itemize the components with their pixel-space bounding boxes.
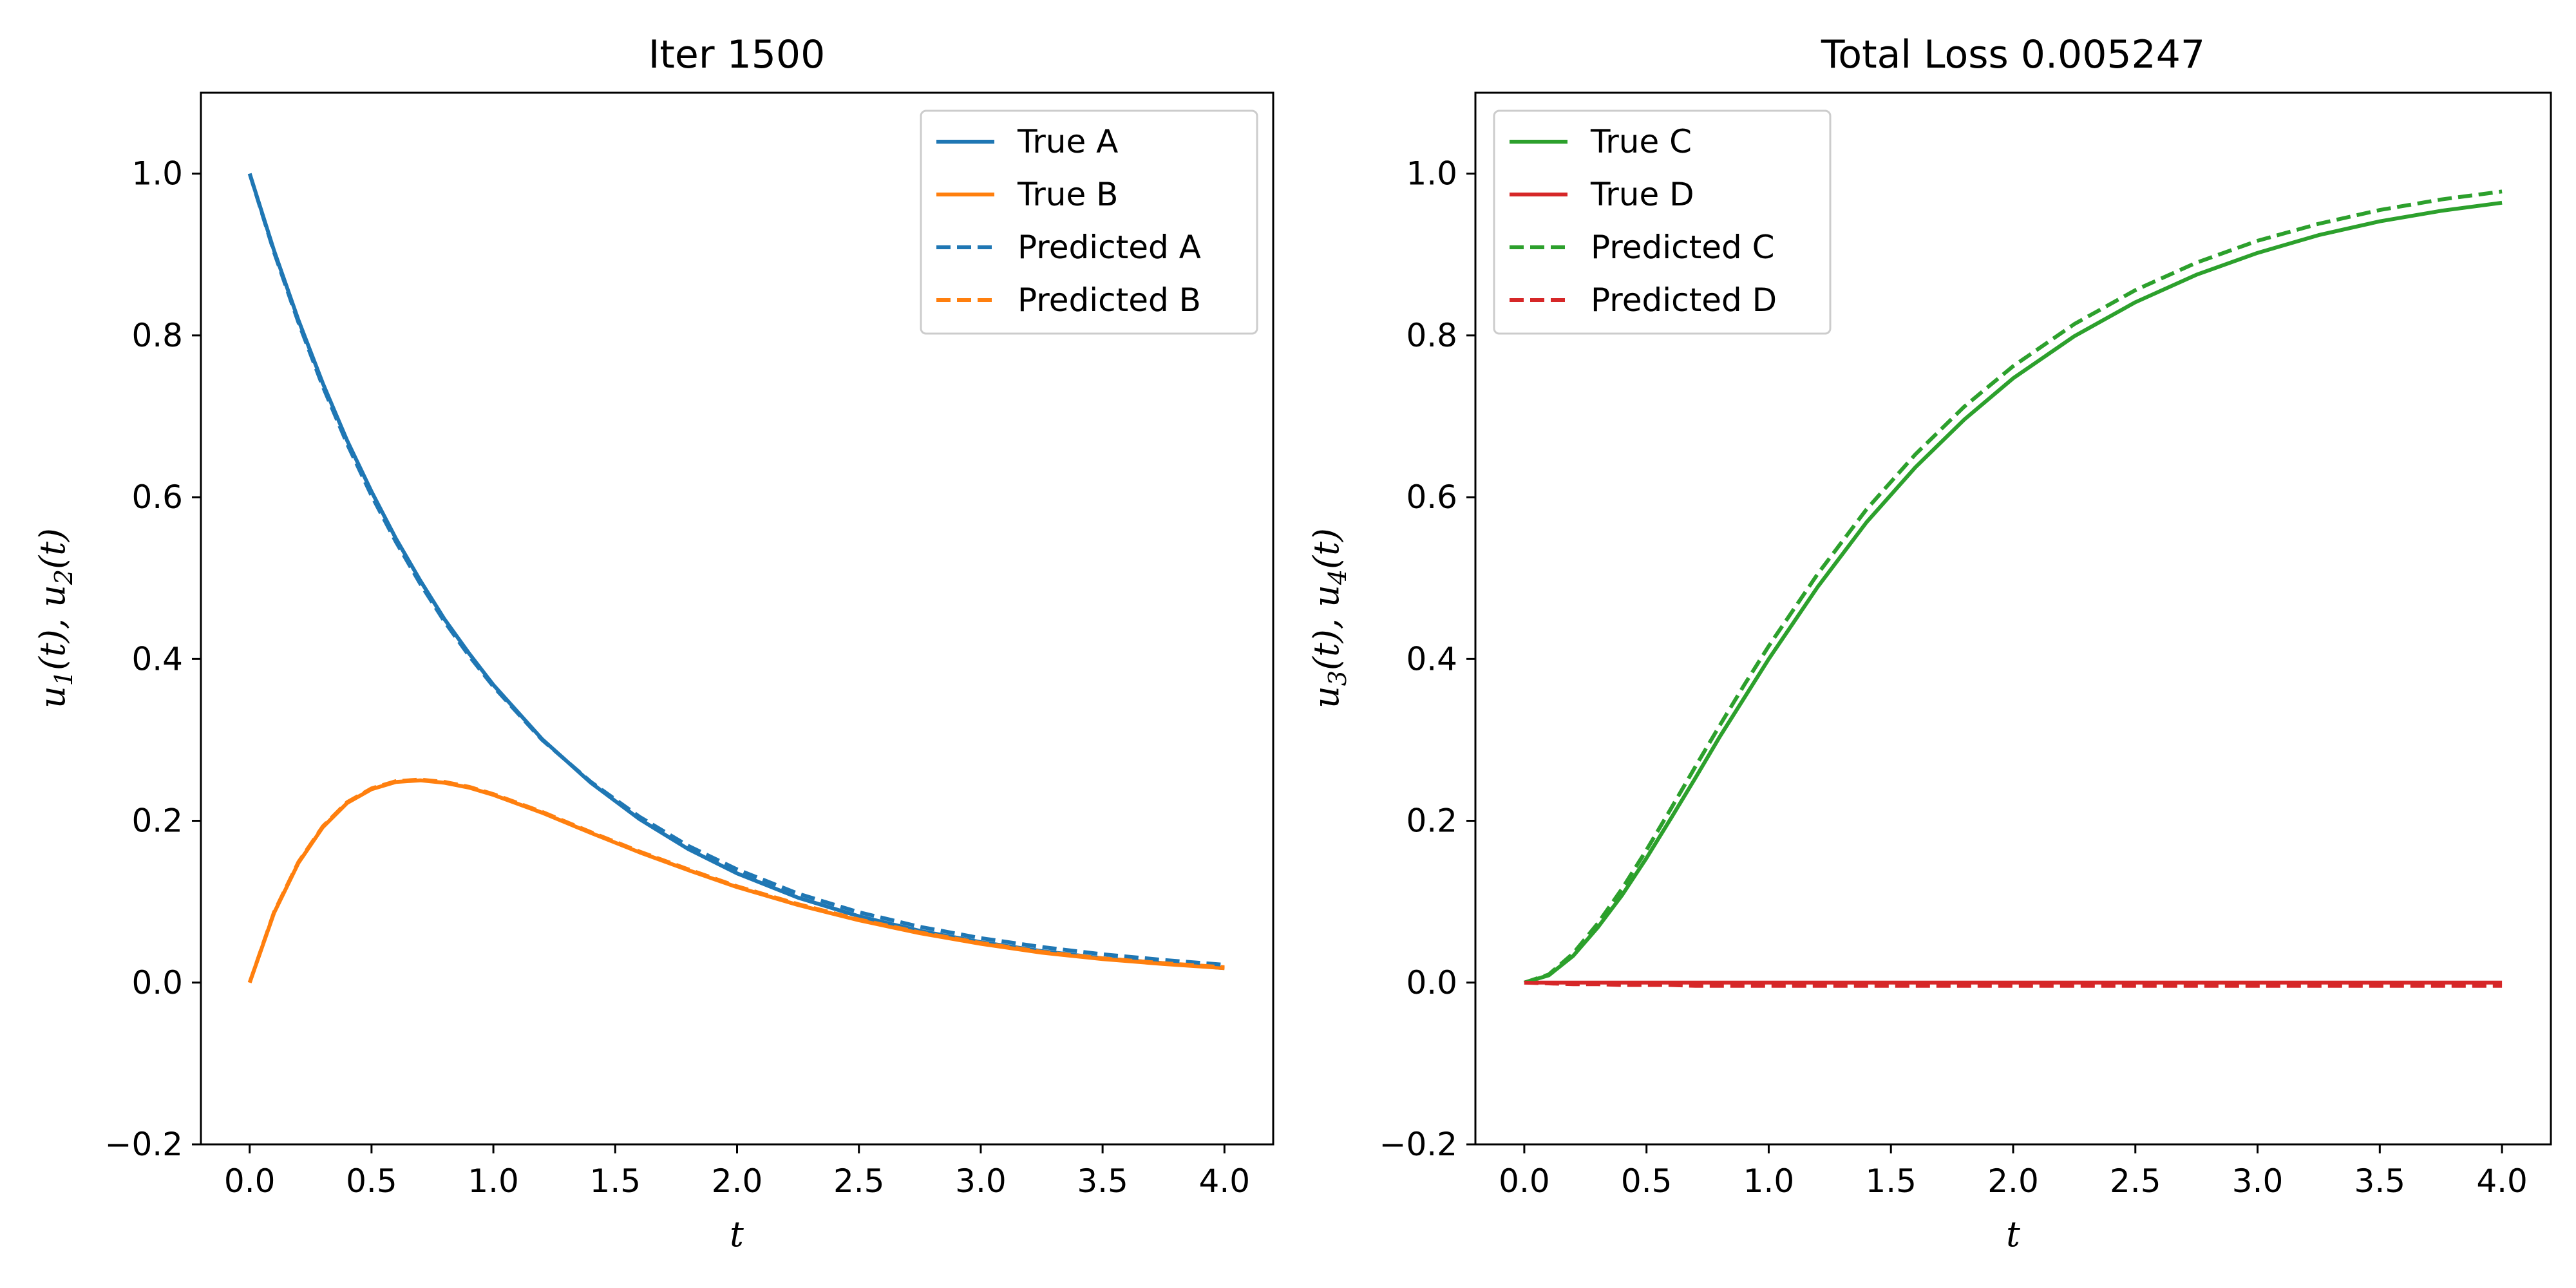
x-tick-label: 3.5 <box>2354 1162 2406 1200</box>
y-tick-label: 0.4 <box>1406 640 1457 677</box>
y-tick-label: 0.4 <box>131 640 183 677</box>
x-tick-label: 1.0 <box>468 1162 519 1200</box>
y-tick-label: 0.6 <box>131 478 183 516</box>
series-line-predicted-b <box>247 777 1225 983</box>
chart-title: Total Loss 0.005247 <box>1821 32 2205 77</box>
legend-frame <box>1493 109 1832 335</box>
legend-frame <box>920 109 1258 335</box>
y-tick-label: −0.2 <box>1379 1126 1457 1163</box>
x-tick-label: 2.5 <box>2110 1162 2161 1200</box>
series-line-true-c <box>1524 200 2503 985</box>
legend-label: True A <box>1017 123 1118 160</box>
x-tick-label: 0.5 <box>1621 1162 1672 1200</box>
x-tick-label: 0.0 <box>224 1162 276 1200</box>
legend-label: Predicted A <box>1018 229 1201 266</box>
legend-label: True D <box>1590 176 1694 213</box>
y-tick-label: 0.2 <box>131 802 183 840</box>
legend-label: Predicted B <box>1018 281 1201 319</box>
right-chart: Total Loss 0.005247 0.0 0.5 1.0 1.5 2.0 2.5 3.… <box>1306 32 2552 1255</box>
y-tick-label: 0.0 <box>1406 964 1457 1001</box>
x-tick-label: 1.5 <box>1865 1162 1917 1200</box>
series-line-predicted-d <box>1524 980 2503 988</box>
left-chart: Iter 1500 0.0 0.5 1.0 1.5 2.0 2.5 3.0 3.5 4.0 −0.… <box>32 32 1274 1255</box>
x-tick-label: 4.0 <box>2476 1162 2528 1200</box>
x-tick-label: 2.0 <box>1987 1162 2039 1200</box>
series-line-predicted-a <box>247 173 1225 967</box>
y-axis-label: u3(t), u4(t) <box>1306 528 1352 708</box>
y-tick-label: 0.6 <box>1406 478 1457 516</box>
x-tick-label: 2.0 <box>712 1162 763 1200</box>
legend: True C True D Predicted C Predicted D <box>1493 109 1832 335</box>
legend-label: Predicted C <box>1591 229 1775 266</box>
x-tick-label: 3.0 <box>955 1162 1007 1200</box>
x-tick-label: 3.0 <box>2232 1162 2284 1200</box>
y-tick-label: 0.8 <box>131 317 183 354</box>
x-tick-label: 0.0 <box>1499 1162 1550 1200</box>
legend-label: Predicted D <box>1591 281 1777 319</box>
x-tick-label: 0.5 <box>346 1162 397 1200</box>
y-tick-label: 0.8 <box>1406 317 1457 354</box>
y-tick-label: −0.2 <box>105 1126 183 1163</box>
x-axis-label: t <box>2006 1214 2020 1255</box>
tick-layer: 0.0 0.5 1.0 1.5 2.0 2.5 3.0 3.5 4.0 −0.2 0.0 0.2 0.4… <box>105 155 1251 1200</box>
series-layer <box>1523 189 2503 988</box>
series-line-predicted-c <box>1523 189 2503 985</box>
legend-label: True C <box>1590 123 1692 160</box>
tick-layer: 0.0 0.5 1.0 1.5 2.0 2.5 3.0 3.5 4.0 −0.2 0.0 0.2 0.4… <box>1379 155 2528 1200</box>
x-axis-label: t <box>730 1214 744 1255</box>
x-tick-label: 1.0 <box>1743 1162 1795 1200</box>
x-tick-label: 3.5 <box>1077 1162 1128 1200</box>
x-tick-label: 4.0 <box>1199 1162 1251 1200</box>
legend: True A True B Predicted A Predicted B <box>920 109 1258 335</box>
x-tick-label: 1.5 <box>590 1162 641 1200</box>
legend-label: True B <box>1017 176 1118 213</box>
y-tick-label: 1.0 <box>131 155 183 193</box>
x-tick-label: 2.5 <box>833 1162 885 1200</box>
y-tick-label: 0.2 <box>1406 802 1457 840</box>
y-tick-label: 0.0 <box>131 964 183 1001</box>
y-tick-label: 1.0 <box>1406 155 1457 193</box>
series-layer <box>247 173 1225 983</box>
chart-title: Iter 1500 <box>649 32 826 77</box>
